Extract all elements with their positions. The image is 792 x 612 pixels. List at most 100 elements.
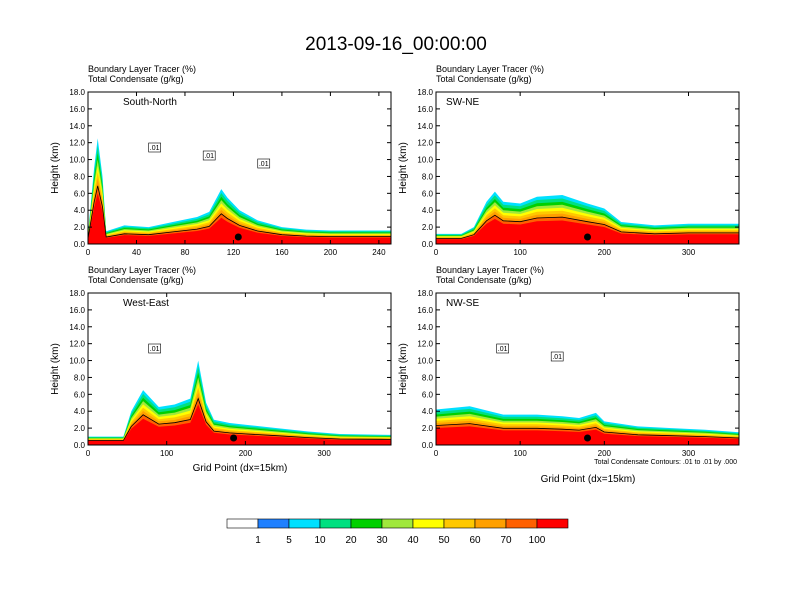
x-tick-label: 160: [275, 248, 289, 257]
panel-label: South-North: [123, 97, 177, 108]
colorbar-swatch: [288, 518, 321, 529]
y-tick-label: 16.0: [69, 306, 85, 315]
y-tick-label: 14.0: [417, 323, 433, 332]
colorbar-label: 10: [314, 535, 326, 546]
y-tick-label: 4.0: [74, 206, 86, 215]
x-axis-label-left: Grid Point (dx=15km): [193, 463, 288, 474]
x-tick-label: 300: [317, 449, 331, 458]
y-tick-label: 14.0: [69, 323, 85, 332]
plot-frame: [435, 292, 740, 446]
condensate-contour: [88, 397, 392, 441]
y-tick-label: 4.0: [422, 206, 434, 215]
y-tick-label: 16.0: [417, 105, 433, 114]
y-tick-label: 12.0: [417, 340, 433, 349]
contour-footnote: Total Condensate Contours: .01 to .01 by…: [594, 459, 737, 466]
y-axis-label: Height (km): [398, 142, 409, 194]
colorbar-label: 30: [376, 535, 388, 546]
panel-subtitle-line: Total Condensate (g/kg): [436, 74, 532, 84]
x-tick-label: 300: [682, 248, 696, 257]
y-tick-label: 0.0: [74, 441, 86, 450]
condensate-contour: [87, 185, 391, 239]
x-tick-label: 0: [86, 449, 91, 458]
colorbar-label: 20: [345, 535, 357, 546]
main-title: 2013-09-16_00:00:00: [305, 34, 487, 55]
location-marker: [230, 434, 238, 442]
y-tick-label: 8.0: [74, 172, 86, 181]
x-tick-label: 240: [372, 248, 386, 257]
x-tick-label: 200: [324, 248, 338, 257]
location-marker: [584, 233, 591, 241]
x-tick-label: 120: [227, 248, 241, 257]
y-tick-label: 18.0: [417, 289, 433, 298]
panel-subtitle-line: Total Condensate (g/kg): [436, 275, 532, 285]
colorbar-label: 5: [286, 535, 292, 546]
x-tick-label: 100: [160, 449, 174, 458]
contour-label-box: [257, 158, 271, 169]
x-tick-label: 100: [513, 248, 527, 257]
y-tick-label: 18.0: [417, 88, 433, 97]
contour-label: .01: [552, 354, 562, 361]
panel-subtitle-line: Total Condensate (g/kg): [88, 275, 184, 285]
y-tick-label: 18.0: [69, 289, 85, 298]
colorbar-swatch: [381, 518, 414, 529]
y-tick-label: 10.0: [69, 357, 85, 366]
contour-label: .01: [204, 153, 214, 160]
y-tick-label: 2.0: [422, 424, 434, 433]
panel-subtitle-line: Boundary Layer Tracer (%): [88, 64, 196, 74]
contour-label-box: [148, 343, 161, 354]
y-tick-label: 6.0: [74, 189, 86, 198]
y-tick-label: 2.0: [74, 223, 86, 232]
y-axis-label: Height (km): [50, 343, 61, 395]
panel-label: West-East: [123, 298, 169, 309]
contour-label: .01: [150, 145, 160, 152]
colorbar-swatch: [474, 518, 507, 529]
y-tick-label: 0.0: [422, 240, 434, 249]
colorbar-label: 1: [255, 535, 261, 546]
colorbar-swatch: [350, 518, 383, 529]
panel-3: Boundary Layer Tracer (%)Total Condensat…: [50, 265, 392, 458]
y-tick-label: 10.0: [69, 156, 85, 165]
y-tick-label: 14.0: [69, 122, 85, 131]
x-tick-label: 0: [86, 248, 91, 257]
y-tick-label: 6.0: [422, 390, 434, 399]
colorbar: 1 5 10 20 30 40 50 60 70 100: [226, 518, 569, 546]
y-tick-label: 8.0: [74, 373, 86, 382]
contour-label: .01: [259, 161, 269, 168]
colorbar-label: 60: [469, 535, 481, 546]
panel-4: Boundary Layer Tracer (%)Total Condensat…: [398, 265, 740, 458]
tracer-band-8: [436, 218, 739, 244]
condensate-contour: [436, 214, 739, 239]
y-tick-label: 2.0: [74, 424, 86, 433]
colorbar-swatch: [443, 518, 476, 529]
x-tick-label: 0: [434, 449, 439, 458]
plot-frame: [87, 91, 392, 245]
y-tick-label: 0.0: [422, 441, 434, 450]
y-tick-label: 6.0: [74, 390, 86, 399]
colorbar-label: 100: [529, 535, 546, 546]
panel-label: SW-NE: [446, 97, 479, 108]
tracer-band-8: [88, 404, 391, 445]
x-tick-label: 200: [598, 449, 612, 458]
colorbar-label: 40: [407, 535, 419, 546]
colorbar-swatch: [319, 518, 352, 529]
x-axis-label-right: Grid Point (dx=15km): [541, 474, 636, 485]
y-tick-label: 12.0: [417, 139, 433, 148]
y-tick-label: 2.0: [422, 223, 434, 232]
panel-1: Boundary Layer Tracer (%)Total Condensat…: [50, 64, 392, 257]
panel-label: NW-SE: [446, 298, 479, 309]
x-tick-label: 300: [682, 449, 696, 458]
plot-frame: [87, 292, 392, 446]
x-tick-label: 200: [598, 248, 612, 257]
x-tick-label: 200: [239, 449, 253, 458]
y-tick-label: 8.0: [422, 373, 434, 382]
colorbar-swatch: [536, 518, 569, 529]
y-tick-label: 12.0: [69, 340, 85, 349]
y-tick-label: 8.0: [422, 172, 434, 181]
y-axis-label: Height (km): [50, 142, 61, 194]
contour-label: .01: [150, 346, 160, 353]
plot-frame: [435, 91, 740, 245]
y-tick-label: 4.0: [74, 407, 86, 416]
contour-label-box: [148, 142, 161, 153]
colorbar-label: 70: [500, 535, 512, 546]
